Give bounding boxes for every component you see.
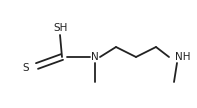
Text: S: S <box>22 63 29 73</box>
Text: NH: NH <box>175 52 190 62</box>
Text: N: N <box>91 52 99 62</box>
Text: SH: SH <box>54 23 68 33</box>
